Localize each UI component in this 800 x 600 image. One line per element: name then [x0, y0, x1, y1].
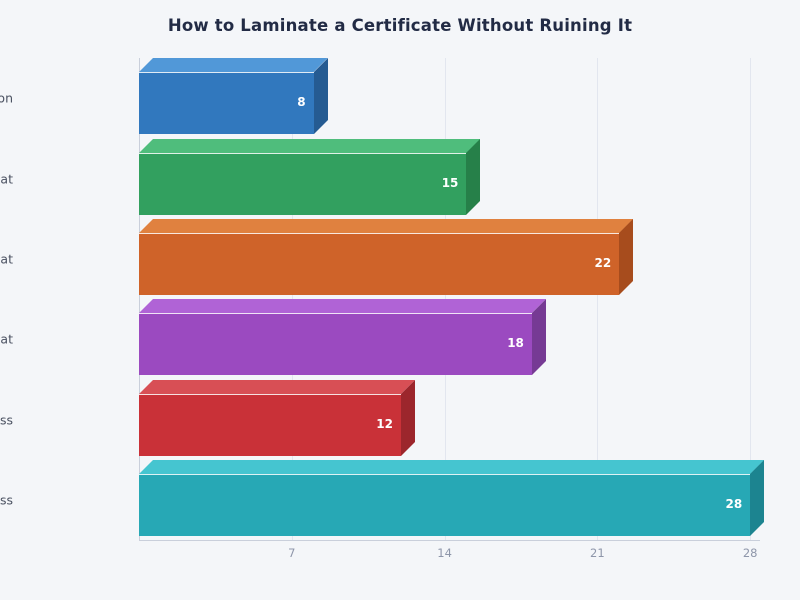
bar-side-face: [750, 459, 765, 536]
bar-value-label: 18: [507, 336, 524, 351]
bar-front-face: [139, 313, 532, 376]
y-axis-label: 100-140°F heat: [0, 171, 13, 186]
bar-value-label: 22: [594, 255, 612, 270]
bar-5[interactable]: 12: [139, 379, 415, 456]
bar-front-face: [139, 473, 751, 536]
bar-value-label: 8: [297, 95, 306, 110]
bar-2[interactable]: 15: [139, 138, 481, 215]
bar-value-label: 28: [725, 496, 743, 511]
bar-top-face: [139, 299, 546, 314]
x-axis-line: [139, 540, 760, 541]
gridline-x-28: [750, 58, 752, 540]
bar-6[interactable]: 28: [139, 459, 765, 536]
gridline-x-21: [597, 58, 599, 540]
bar-value-label: 15: [441, 175, 459, 190]
bar-side-face: [466, 138, 481, 215]
x-tick-label: 14: [437, 546, 452, 560]
bar-top-face: [139, 58, 328, 73]
bar-top-face: [139, 138, 481, 153]
bar-3[interactable]: 22: [139, 218, 634, 295]
gridline-x-14: [444, 58, 446, 540]
bar-4[interactable]: 18: [139, 299, 546, 376]
bar-1[interactable]: 8: [139, 58, 328, 135]
bar-side-face: [619, 218, 634, 295]
bar-front-face: [139, 232, 620, 295]
y-axis-label: 3 mil thickness: [0, 412, 13, 427]
bar-side-face: [531, 299, 546, 376]
x-tick-label: 21: [590, 546, 605, 560]
bar-top-face: [139, 459, 765, 474]
bar-side-face: [400, 379, 415, 456]
chart-title: How to Laminate a Certificate Without Ru…: [167, 16, 633, 35]
x-tick-label: 28: [742, 546, 758, 560]
bar-value-label: 12: [376, 416, 393, 431]
bar-top-face: [139, 379, 415, 394]
y-axis-label: 140-180°F heat: [0, 251, 13, 267]
bar-top-face: [139, 218, 634, 233]
gridline-x-7: [291, 58, 293, 540]
bar-front-face: [139, 393, 401, 456]
y-axis-label: 5-10 mil thickness: [0, 492, 13, 508]
y-axis-label: Cold lamination: [0, 90, 13, 106]
bar-front-face: [139, 152, 467, 215]
bar-side-face: [313, 58, 328, 135]
x-tick-label: 7: [288, 546, 296, 560]
y-axis-label: 180-220°F heat: [0, 331, 13, 347]
y-axis-line: [139, 58, 140, 540]
bar-front-face: [139, 72, 314, 135]
